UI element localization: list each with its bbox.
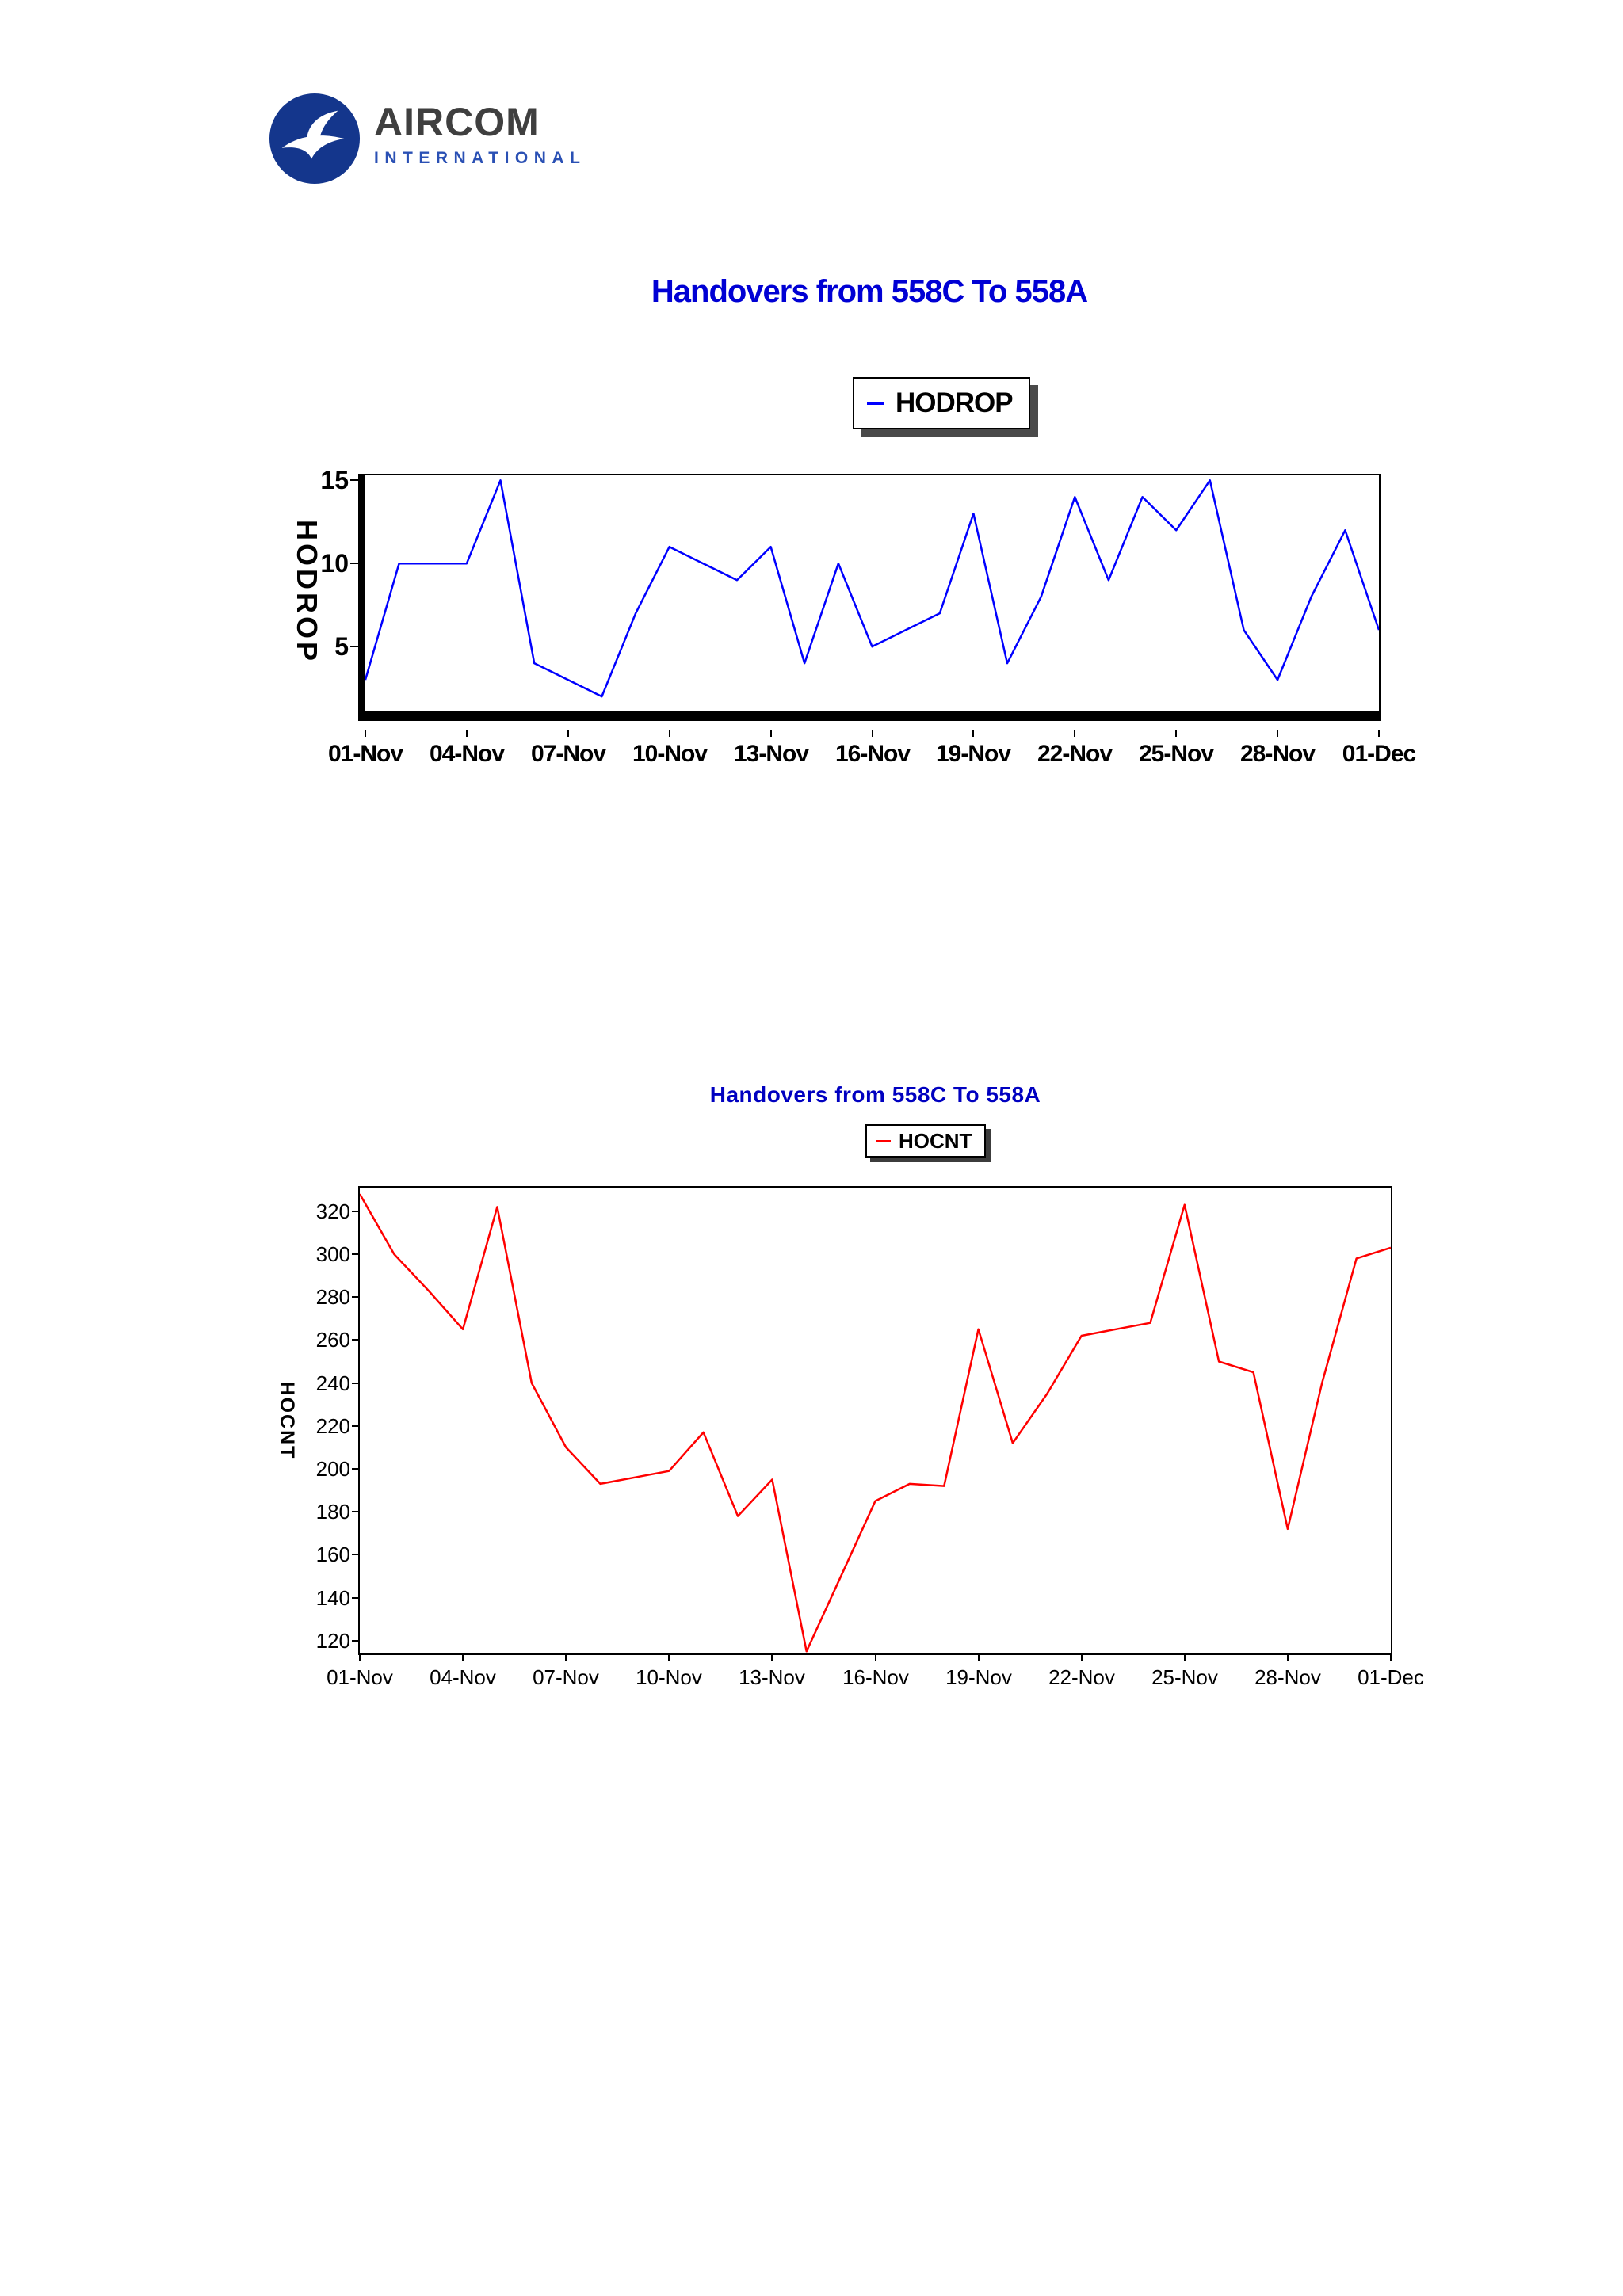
- x-tick-label: 16-Nov: [834, 741, 911, 767]
- x-tick-mark: [770, 730, 772, 737]
- x-tick-mark: [565, 1655, 567, 1661]
- x-tick-mark: [1287, 1655, 1289, 1661]
- x-tick-label: 01-Nov: [327, 1665, 393, 1689]
- chart1-legend: HODROP: [853, 377, 1030, 429]
- x-tick-mark: [1378, 730, 1380, 737]
- y-tick-mark: [350, 479, 358, 481]
- y-tick-label: 160: [315, 1543, 350, 1566]
- y-tick-label: 15: [320, 466, 349, 494]
- y-tick-mark: [352, 1296, 358, 1298]
- chart1-line-canvas: [365, 475, 1379, 711]
- x-tick-mark: [1081, 1655, 1083, 1661]
- x-tick-mark: [1074, 730, 1075, 737]
- y-tick-label: 200: [315, 1457, 350, 1481]
- chart1-title: Handovers from 558C To 558A: [651, 274, 1088, 309]
- x-tick-label: 07-Nov: [533, 1665, 599, 1689]
- y-tick-mark: [352, 1597, 358, 1599]
- y-tick-mark: [352, 1211, 358, 1212]
- y-tick-mark: [352, 1468, 358, 1470]
- x-tick-label: 04-Nov: [430, 1665, 496, 1689]
- y-tick-label: 220: [315, 1414, 350, 1438]
- aircom-logo: AIRCOM INTERNATIONAL: [268, 92, 586, 185]
- x-tick-mark: [1184, 1655, 1186, 1661]
- x-tick-mark: [872, 730, 873, 737]
- y-tick-label: 120: [315, 1629, 350, 1653]
- x-tick-mark: [462, 1655, 464, 1661]
- y-tick-label: 240: [315, 1371, 350, 1395]
- x-tick-mark: [978, 1655, 980, 1661]
- x-tick-mark: [669, 730, 670, 737]
- y-tick-label: 180: [315, 1500, 350, 1524]
- chart2-title: Handovers from 558C To 558A: [709, 1082, 1041, 1107]
- x-tick-mark: [875, 1655, 876, 1661]
- x-tick-mark: [1175, 730, 1177, 737]
- y-tick-label: 280: [315, 1285, 350, 1309]
- x-tick-mark: [972, 730, 974, 737]
- bird-body-shape: [281, 135, 345, 159]
- chart2-legend-line-sample-icon: [876, 1139, 891, 1142]
- chart2-legend-label: HOCNT: [899, 1128, 972, 1153]
- y-tick-mark: [352, 1425, 358, 1427]
- x-tick-label: 10-Nov: [636, 1665, 702, 1689]
- chart1-plot-area: [358, 474, 1381, 721]
- x-tick-mark: [771, 1655, 773, 1661]
- x-tick-label: 01-Dec: [1342, 741, 1416, 767]
- x-tick-label: 13-Nov: [733, 741, 809, 767]
- x-tick-mark: [1277, 730, 1278, 737]
- chart2-y-axis-title: HOCNT: [276, 1381, 298, 1460]
- y-tick-label: 5: [334, 632, 349, 661]
- x-tick-mark: [365, 730, 366, 737]
- y-tick-mark: [352, 1511, 358, 1512]
- x-tick-mark: [466, 730, 468, 737]
- x-tick-label: 16-Nov: [842, 1665, 909, 1689]
- x-tick-label: 19-Nov: [945, 1665, 1012, 1689]
- x-tick-label: 07-Nov: [530, 741, 606, 767]
- x-tick-mark: [567, 730, 569, 737]
- x-tick-label: 04-Nov: [429, 741, 505, 767]
- y-tick-mark: [352, 1554, 358, 1555]
- x-tick-mark: [359, 1655, 361, 1661]
- chart1-legend-label: HODROP: [896, 387, 1014, 418]
- brand-name: AIRCOM: [374, 100, 540, 144]
- x-tick-label: 28-Nov: [1239, 741, 1316, 767]
- y-tick-mark: [352, 1339, 358, 1341]
- x-tick-label: 28-Nov: [1254, 1665, 1321, 1689]
- brand-subtitle: INTERNATIONAL: [374, 149, 586, 167]
- chart2-plot-area: [358, 1186, 1392, 1655]
- x-tick-label: 19-Nov: [935, 741, 1011, 767]
- x-tick-label: 13-Nov: [739, 1665, 805, 1689]
- logo-text: AIRCOM INTERNATIONAL: [374, 92, 586, 185]
- x-tick-label: 25-Nov: [1151, 1665, 1218, 1689]
- swan-bird-icon: [269, 93, 361, 185]
- y-tick-mark: [350, 563, 358, 564]
- x-tick-label: 01-Dec: [1358, 1665, 1424, 1689]
- y-tick-mark: [352, 1383, 358, 1384]
- x-tick-label: 25-Nov: [1138, 741, 1214, 767]
- y-tick-mark: [352, 1253, 358, 1255]
- x-tick-label: 22-Nov: [1048, 1665, 1115, 1689]
- series-line-hocnt: [360, 1194, 1391, 1651]
- series-line-hodrop: [365, 480, 1379, 696]
- chart1-legend-line-sample-icon: [867, 402, 884, 405]
- chart2-legend: HOCNT: [865, 1124, 987, 1158]
- chart2-line-canvas: [360, 1188, 1391, 1653]
- bird-wing-shape: [307, 110, 338, 140]
- y-tick-label: 320: [315, 1199, 350, 1223]
- y-tick-label: 140: [315, 1586, 350, 1610]
- x-tick-mark: [668, 1655, 670, 1661]
- x-tick-mark: [1390, 1655, 1392, 1661]
- y-tick-label: 260: [315, 1328, 350, 1352]
- x-tick-label: 10-Nov: [632, 741, 708, 767]
- y-tick-label: 10: [320, 549, 349, 578]
- x-tick-label: 22-Nov: [1037, 741, 1113, 767]
- y-tick-label: 300: [315, 1242, 350, 1266]
- y-tick-mark: [350, 646, 358, 647]
- x-tick-label: 01-Nov: [327, 741, 403, 767]
- y-tick-mark: [352, 1640, 358, 1642]
